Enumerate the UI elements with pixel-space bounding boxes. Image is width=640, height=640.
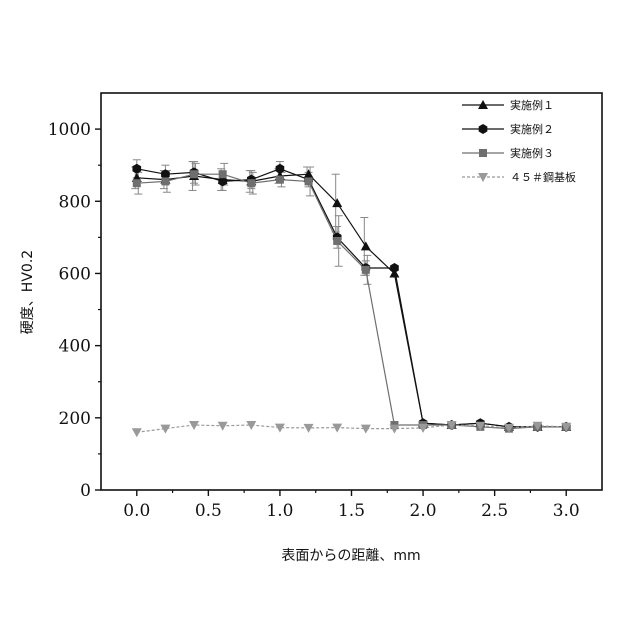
legend-label: 実施例２ (510, 122, 554, 136)
legend-label: 実施例１ (510, 98, 554, 112)
legend-label: 実施例３ (510, 146, 554, 160)
x-tick-label: 2.0 (410, 501, 437, 521)
data-point-series-2 (390, 263, 399, 273)
legend-label: ４５＃鋼基板 (510, 170, 576, 184)
data-point-series-3 (247, 179, 255, 187)
y-tick-label: 1000 (48, 120, 91, 140)
data-point-series-3 (333, 237, 341, 245)
y-axis-title: 硬度、HV0.2 (20, 250, 36, 334)
x-tick-label: 0.5 (195, 501, 222, 521)
series-markers (132, 164, 571, 437)
y-tick-label: 200 (59, 409, 91, 429)
legend: 実施例１ 実施例２ 実施例３ ４５＃鋼基板 (462, 98, 576, 184)
data-point-series-4 (361, 425, 371, 434)
data-point-series-3 (161, 177, 169, 185)
x-axis-title: 表面からの距離、mm (281, 547, 420, 564)
x-tick-label: 0.0 (123, 501, 150, 521)
data-point-series-4 (132, 428, 142, 437)
data-point-series-3 (305, 177, 313, 185)
legend-marker (479, 149, 487, 157)
y-tick-label: 0 (80, 481, 91, 501)
series-line-1 (137, 174, 566, 427)
data-point-series-3 (362, 266, 370, 274)
data-point-series-3 (133, 179, 141, 187)
y-tick-label: 600 (59, 264, 91, 284)
series-lines (137, 169, 566, 433)
series-line-2 (137, 169, 566, 427)
y-tick-label: 400 (59, 337, 91, 357)
legend-marker (479, 124, 488, 134)
data-point-series-3 (219, 170, 227, 178)
x-tick-label: 1.5 (338, 501, 365, 521)
data-point-series-4 (389, 425, 399, 434)
data-point-series-1 (361, 241, 371, 250)
series-line-3 (137, 174, 566, 428)
x-tick-label: 2.5 (481, 501, 508, 521)
x-tick-label: 3.0 (553, 501, 580, 521)
data-point-series-3 (276, 176, 284, 184)
data-point-series-3 (190, 170, 198, 178)
y-tick-label: 800 (59, 192, 91, 212)
x-tick-label: 1.0 (266, 501, 293, 521)
